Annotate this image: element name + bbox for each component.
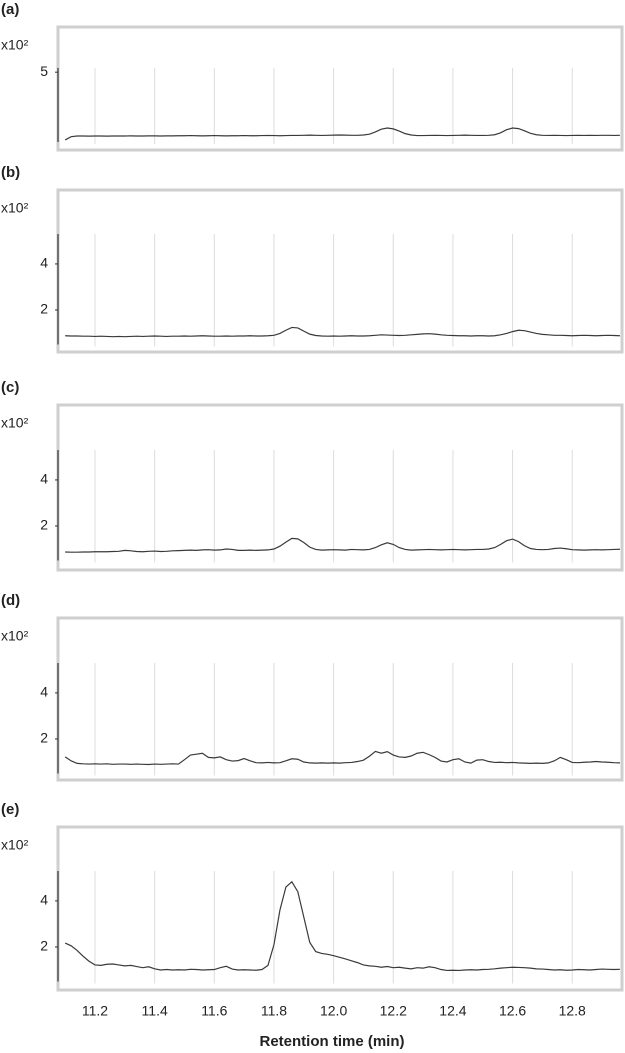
panel-frame xyxy=(56,825,624,992)
x-tick-label: 11.6 xyxy=(201,1003,227,1019)
y-tick-label: 2 xyxy=(40,938,48,954)
y-tick-label: 4 xyxy=(40,684,48,700)
data-line xyxy=(64,880,620,972)
panel-frame xyxy=(56,403,624,572)
y-tick-label: 4 xyxy=(40,255,48,271)
data-line xyxy=(65,326,620,338)
panel-label: (e) xyxy=(1,801,19,818)
panel-frame xyxy=(56,188,624,354)
panel: (b) x10² 2 4 xyxy=(1,164,624,354)
x-tick-label: 11.2 xyxy=(82,1003,108,1019)
x-tick-label: 12.2 xyxy=(380,1003,407,1019)
panel-frame xyxy=(56,25,624,152)
y-tick-label: 2 xyxy=(40,730,48,746)
y-tick-label: 2 xyxy=(40,517,48,533)
x-tick-label: 12.0 xyxy=(320,1003,347,1019)
x-axis-title: Retention time (min) xyxy=(260,1033,405,1050)
panel: (c) x10² 2 4 xyxy=(1,379,624,572)
data-line xyxy=(64,127,620,141)
y-tick-label: 4 xyxy=(40,892,48,908)
x-tick-label: 11.8 xyxy=(261,1003,287,1019)
scale-label: x10² xyxy=(1,415,29,431)
panel-label: (a) xyxy=(1,1,19,18)
panel-label: (c) xyxy=(1,379,19,396)
x-tick-label: 12.4 xyxy=(439,1003,466,1019)
scale-label: x10² xyxy=(1,200,29,216)
scale-label: x10² xyxy=(1,837,29,853)
panel-label: (b) xyxy=(1,164,20,181)
panel: (d) x10² 2 4 xyxy=(1,592,624,782)
scale-label: x10² xyxy=(1,628,29,644)
x-tick-label: 12.8 xyxy=(559,1003,586,1019)
scale-label: x10² xyxy=(1,37,29,53)
x-tick-label: 12.6 xyxy=(499,1003,526,1019)
y-tick-label: 5 xyxy=(40,63,48,79)
panel-frame xyxy=(56,616,624,782)
y-tick-label: 4 xyxy=(40,471,48,487)
data-line xyxy=(64,750,620,766)
panel-label: (d) xyxy=(1,592,20,609)
panel: (e) x10² 11.2 11.4 11.6 11.8 12.0 12.2 12.4 12.6 1… xyxy=(1,801,624,1050)
x-tick-label: 11.4 xyxy=(142,1003,168,1019)
data-line xyxy=(65,537,620,553)
y-tick-label: 2 xyxy=(40,301,48,317)
panel: (a) x10² 5 xyxy=(1,1,624,152)
